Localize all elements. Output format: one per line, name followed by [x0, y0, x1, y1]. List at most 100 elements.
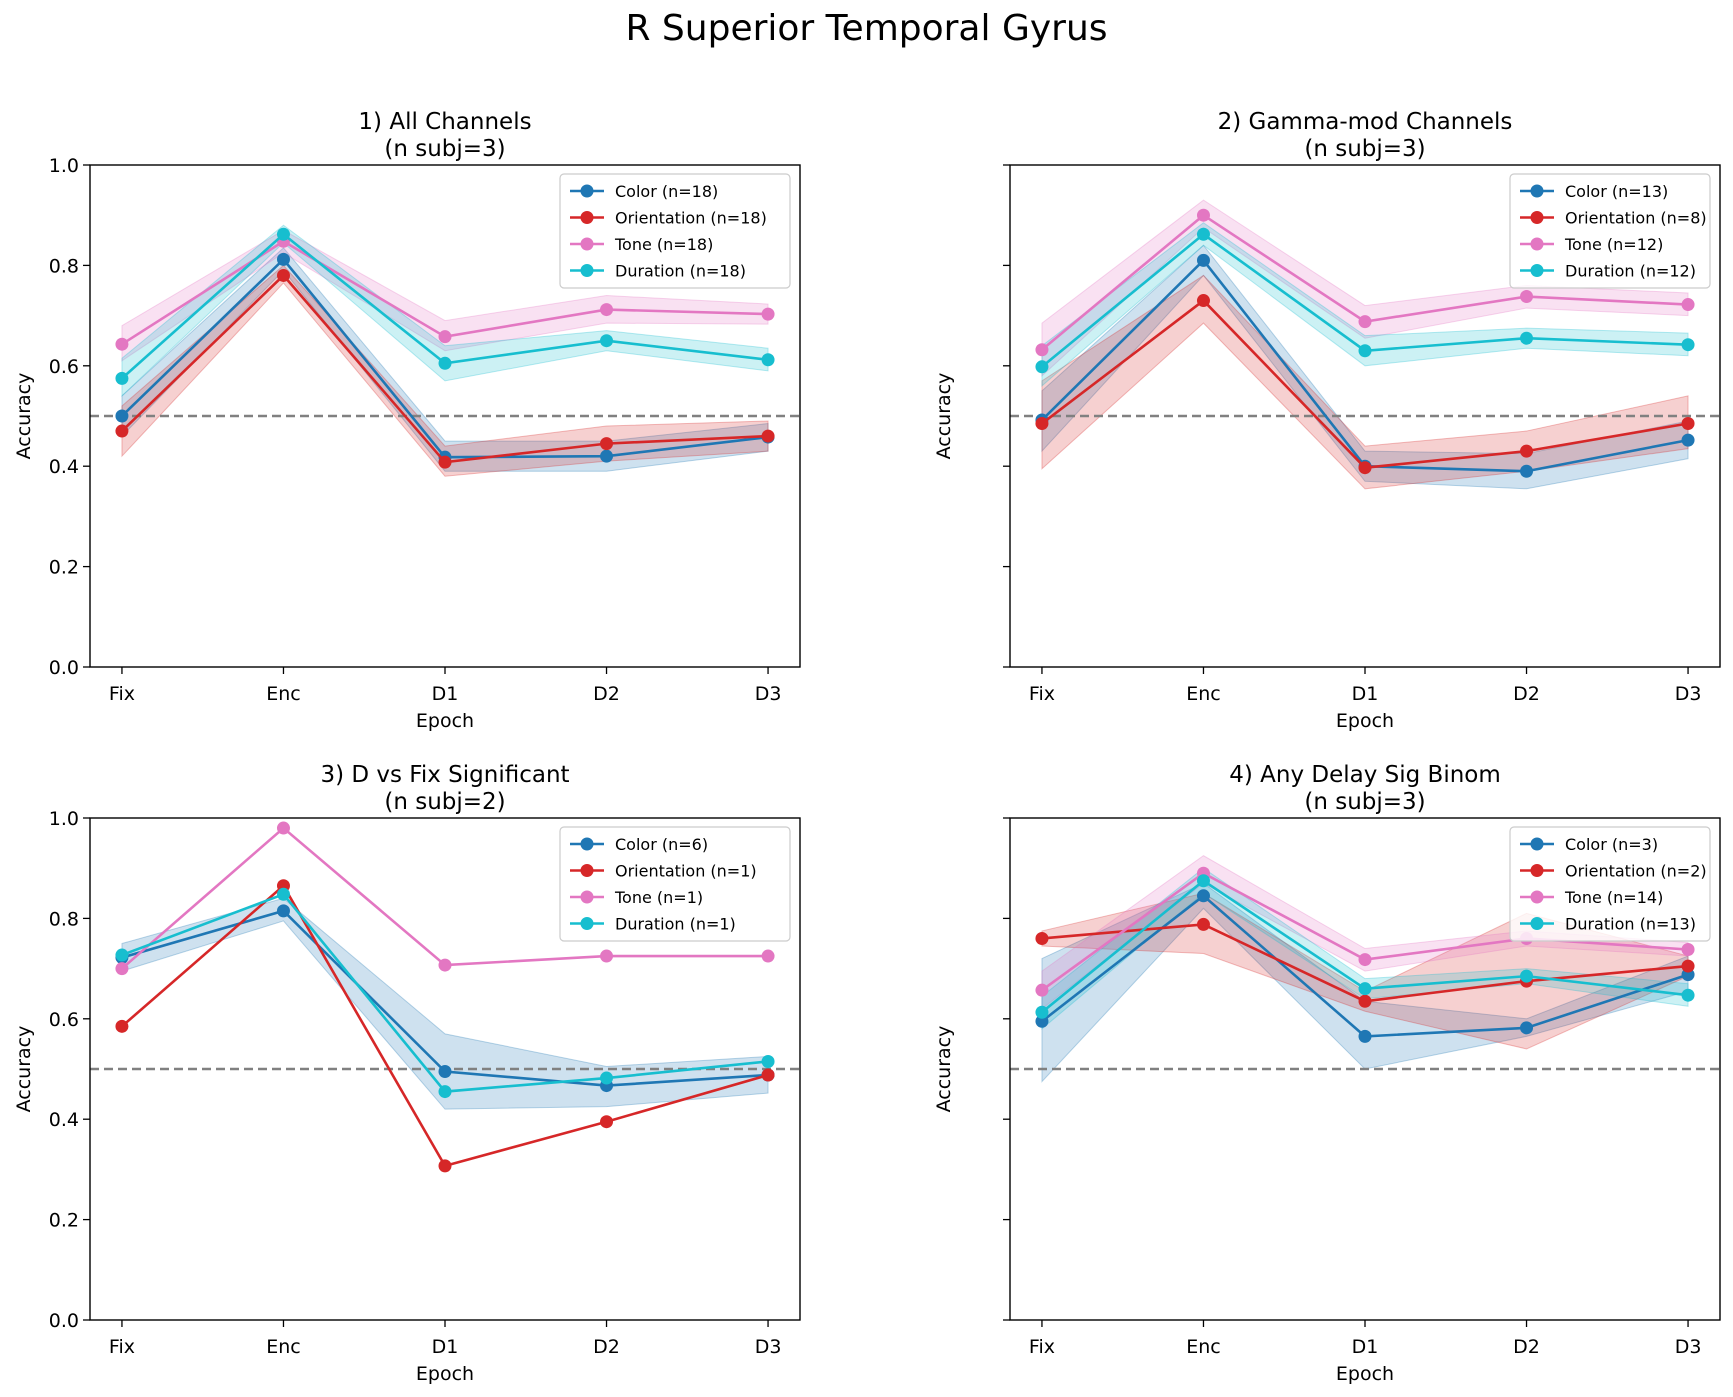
- x-tick-label: Fix: [109, 1336, 135, 1358]
- data-point-duration: [761, 353, 775, 367]
- subplot-3: 3) D vs Fix Significant(n subj=2) 0.0 0.2 0…: [13, 762, 801, 1385]
- data-point-duration: [1520, 969, 1534, 983]
- legend-marker-color: [580, 184, 594, 198]
- legend-entry-color: Color (n=13): [1565, 182, 1668, 201]
- x-tick-label: D2: [593, 683, 620, 705]
- legend: Color (n=3) Orientation (n=2) Tone (n=14) D…: [1509, 826, 1711, 942]
- data-point-color: [115, 409, 129, 423]
- data-point-tone: [1520, 290, 1534, 304]
- y-tick-label: 1.0: [49, 808, 79, 830]
- legend-marker-duration: [1530, 917, 1544, 930]
- data-point-color: [1196, 253, 1210, 267]
- data-point-orientation: [1358, 994, 1372, 1008]
- legend-entry-tone: Tone (n=12): [1564, 235, 1663, 254]
- legend-entry-duration: Duration (n=1): [615, 915, 736, 934]
- x-axis-label: Epoch: [1336, 1363, 1394, 1385]
- x-axis-label: Epoch: [1336, 710, 1394, 732]
- data-point-duration: [1196, 227, 1210, 241]
- x-tick-label: D3: [755, 683, 782, 705]
- data-point-orientation: [600, 1115, 614, 1129]
- x-tick-label: D2: [1513, 1336, 1540, 1358]
- subplot-subtitle: (n subj=3): [1304, 789, 1425, 815]
- data-point-orientation: [438, 455, 452, 469]
- x-tick-label: Enc: [266, 683, 301, 705]
- legend-entry-color: Color (n=3): [1565, 835, 1658, 854]
- data-point-color: [1358, 1029, 1372, 1043]
- x-tick-label: D3: [1675, 1336, 1702, 1358]
- data-point-orientation: [1681, 417, 1695, 431]
- y-tick-label: 0.0: [49, 657, 79, 679]
- x-tick-label: Fix: [109, 683, 135, 705]
- x-tick-label: D1: [432, 1336, 459, 1358]
- data-point-tone: [1196, 208, 1210, 222]
- legend-marker-duration: [580, 264, 594, 277]
- data-point-duration: [600, 1071, 614, 1085]
- data-point-tone: [1035, 983, 1049, 997]
- data-point-orientation: [276, 268, 290, 282]
- y-tick-label: 1.0: [49, 155, 79, 177]
- data-point-orientation: [761, 1068, 775, 1082]
- data-point-duration: [115, 371, 129, 385]
- data-point-tone: [761, 307, 775, 321]
- figure-title: R Superior Temporal Gyrus: [625, 8, 1108, 49]
- legend-entry-duration: Duration (n=12): [1565, 262, 1696, 281]
- subplot-title: 1) All Channels: [358, 109, 531, 135]
- x-tick-label: D3: [755, 1336, 782, 1358]
- x-tick-label: D1: [1352, 1336, 1379, 1358]
- confidence-band-color: [1041, 244, 1689, 490]
- x-tick-label: D2: [593, 1336, 620, 1358]
- data-point-tone: [600, 303, 614, 317]
- legend-marker-tone: [1530, 237, 1544, 251]
- subplot-title: 2) Gamma-mod Channels: [1218, 109, 1513, 135]
- data-point-duration: [276, 887, 290, 901]
- confidence-band-orientation: [121, 264, 769, 477]
- x-axis-label: Epoch: [416, 1363, 474, 1385]
- data-point-duration: [1196, 874, 1210, 888]
- data-point-tone: [761, 949, 775, 963]
- subplot-4: 4) Any Delay Sig Binom(n subj=3) Fix Enc D1…: [933, 762, 1721, 1385]
- data-point-orientation: [115, 424, 129, 438]
- legend-box: [559, 826, 791, 942]
- legend: Color (n=6) Orientation (n=1) Tone (n=1) Du…: [559, 826, 791, 942]
- y-tick-label: 0.4: [49, 1109, 79, 1131]
- data-point-duration: [1358, 344, 1372, 358]
- y-tick-label: 0.0: [49, 1310, 79, 1332]
- data-point-duration: [1358, 982, 1372, 996]
- legend: Color (n=13) Orientation (n=8) Tone (n=12)…: [1509, 173, 1711, 289]
- data-point-tone: [115, 962, 129, 976]
- subplot-2: 2) Gamma-mod Channels(n subj=3) Fix Enc D1 D…: [933, 109, 1721, 732]
- x-tick-label: D3: [1675, 683, 1702, 705]
- data-point-color: [438, 1065, 452, 1079]
- data-point-color: [1520, 464, 1534, 478]
- data-point-tone: [1035, 343, 1049, 357]
- data-point-orientation: [600, 437, 614, 451]
- data-point-orientation: [1035, 417, 1049, 431]
- data-point-duration: [1681, 338, 1695, 352]
- data-point-color: [1196, 889, 1210, 903]
- y-axis-label: Accuracy: [933, 373, 955, 460]
- y-tick-label: 0.6: [49, 356, 79, 378]
- data-point-orientation: [761, 429, 775, 443]
- data-point-duration: [1035, 360, 1049, 374]
- data-point-duration: [115, 948, 129, 962]
- y-tick-label: 0.8: [49, 908, 79, 930]
- data-point-tone: [1358, 315, 1372, 329]
- y-tick-label: 0.2: [49, 1210, 79, 1232]
- data-point-tone: [600, 949, 614, 963]
- data-point-orientation: [1196, 294, 1210, 308]
- legend-box: [559, 173, 791, 289]
- legend-marker-orientation: [580, 864, 594, 877]
- x-tick-label: Enc: [266, 1336, 301, 1358]
- data-point-tone: [1681, 943, 1695, 957]
- data-point-orientation: [1035, 931, 1049, 945]
- legend-marker-tone: [580, 890, 594, 904]
- legend-entry-tone: Tone (n=1): [614, 888, 703, 907]
- legend-entry-duration: Duration (n=18): [615, 262, 746, 281]
- confidence-band-duration: [1041, 222, 1689, 387]
- data-point-duration: [438, 356, 452, 370]
- confidence-band-orientation: [1041, 274, 1689, 490]
- x-tick-label: Enc: [1186, 1336, 1221, 1358]
- x-tick-label: D2: [1513, 683, 1540, 705]
- legend-entry-duration: Duration (n=13): [1565, 915, 1696, 934]
- data-point-orientation: [1358, 461, 1372, 475]
